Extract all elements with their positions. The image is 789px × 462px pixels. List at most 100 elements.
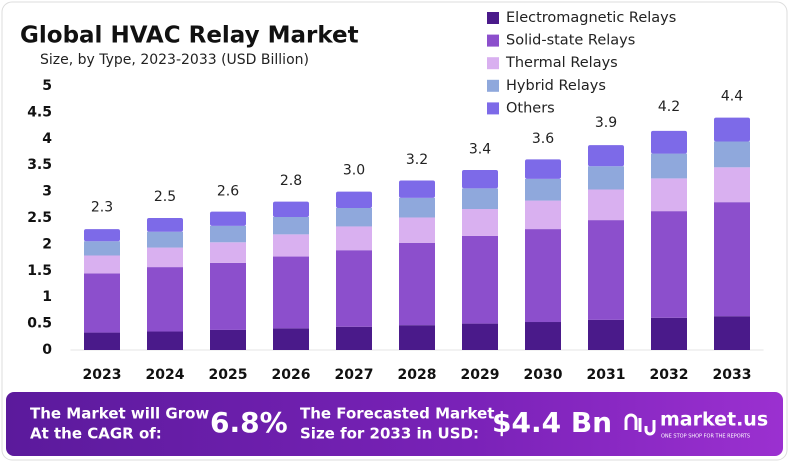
bar-segment [336, 191, 372, 208]
legend-label: Hybrid Relays [506, 78, 606, 94]
total-label: 2.6 [217, 184, 239, 200]
x-tick-label: 2032 [650, 367, 689, 383]
bar-segment [84, 255, 120, 274]
legend-label: Solid-state Relays [506, 33, 635, 49]
bar-segment [651, 317, 687, 350]
bar-segment [147, 331, 183, 350]
bar-segment [714, 167, 750, 203]
legend-label: Thermal Relays [505, 55, 618, 71]
bar-segment [588, 166, 624, 190]
bar-segment [399, 197, 435, 218]
legend-swatch [487, 102, 499, 115]
bar-segment [399, 325, 435, 350]
bar-segment [336, 250, 372, 327]
bar-segment [147, 218, 183, 232]
brand-tagline: ONE STOP SHOP FOR THE REPORTS [661, 434, 750, 440]
y-tick-label: 4 [42, 131, 52, 147]
bar-segment [462, 188, 498, 210]
banner-text: The Forecasted Market [300, 405, 494, 423]
bar-segment [273, 256, 309, 329]
bar-segment [273, 216, 309, 235]
x-tick-label: 2023 [83, 367, 122, 383]
bar-segment [210, 211, 246, 226]
bar-segment [525, 229, 561, 323]
legend-label: Others [506, 100, 555, 116]
banner-text: At the CAGR of: [30, 425, 162, 443]
legend-swatch [487, 34, 499, 47]
bar-segment [84, 332, 120, 350]
bar-segment [336, 226, 372, 251]
bar-segment [273, 328, 309, 350]
legend-label: Electromagnetic Relays [506, 10, 676, 26]
bar-segment [588, 145, 624, 167]
bar-segment [147, 267, 183, 332]
y-tick-label: 2.5 [27, 210, 52, 226]
y-tick-label: 1.5 [27, 263, 52, 279]
banner-text: Size for 2033 in USD: [300, 425, 479, 443]
bar-segment [462, 209, 498, 236]
total-label: 2.3 [91, 200, 113, 216]
bar-segment [462, 323, 498, 350]
bar-segment [147, 231, 183, 248]
x-tick-label: 2025 [209, 367, 248, 383]
banner-bg [6, 392, 783, 456]
bar-segment [210, 225, 246, 243]
total-label: 3.2 [406, 152, 428, 168]
total-label: 3.9 [595, 115, 617, 131]
bar-segment [714, 316, 750, 350]
bar-segment [525, 322, 561, 350]
bar-segment [651, 130, 687, 154]
bar-segment [210, 242, 246, 263]
bar-segment [525, 159, 561, 179]
x-tick-label: 2029 [461, 367, 500, 383]
bar-segment [588, 220, 624, 320]
x-tick-label: 2026 [272, 367, 311, 383]
y-tick-label: 5 [42, 78, 52, 94]
chart-subtitle: Size, by Type, 2023-2033 (USD Billion) [40, 52, 309, 68]
bar-segment [714, 141, 750, 168]
banner-text: The Market will Grow [30, 405, 209, 423]
bar-segment [399, 217, 435, 243]
total-label: 3.0 [343, 163, 365, 179]
x-tick-label: 2031 [587, 367, 626, 383]
bar-segment [525, 178, 561, 201]
brand-logo [624, 413, 656, 436]
bar-segment [273, 234, 309, 257]
y-tick-label: 3.5 [27, 157, 52, 173]
bar-segment [336, 207, 372, 227]
bar-segment [462, 169, 498, 189]
bar-segment [588, 189, 624, 221]
brand-name: market.us [660, 409, 768, 431]
bar-segment [399, 180, 435, 198]
total-label: 2.5 [154, 189, 176, 205]
bar-segment [273, 201, 309, 217]
y-tick-label: 0 [42, 342, 52, 358]
bar-segment [84, 241, 120, 256]
bar-segment [210, 329, 246, 350]
bar-segment [525, 200, 561, 230]
x-tick-label: 2028 [398, 367, 437, 383]
y-tick-label: 0.5 [27, 316, 52, 332]
legend-swatch [487, 12, 499, 24]
bar-segment [714, 117, 750, 142]
y-tick-label: 3 [42, 184, 52, 200]
bar-segment [714, 202, 750, 317]
x-tick-label: 2024 [146, 367, 185, 383]
y-tick-label: 2 [42, 236, 52, 252]
total-label: 3.4 [469, 141, 491, 157]
bar-segment [651, 211, 687, 318]
y-tick-label: 1 [42, 289, 52, 305]
bar-segment [336, 326, 372, 350]
banner: The Market will Grow At the CAGR of: 6.8… [6, 392, 783, 456]
total-label: 4.2 [658, 99, 680, 115]
bar-segment [210, 262, 246, 330]
bar-segment [462, 235, 498, 324]
total-label: 2.8 [280, 173, 302, 189]
x-tick-label: 2033 [713, 367, 752, 383]
bar-segment [399, 242, 435, 326]
chart-title: Global HVAC Relay Market [20, 23, 359, 49]
x-tick-label: 2030 [524, 367, 563, 383]
bar-segment [588, 319, 624, 350]
x-tick-label: 2027 [335, 367, 374, 383]
